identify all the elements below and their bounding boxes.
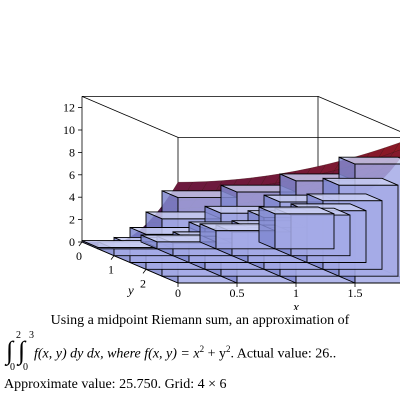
riemann-box bbox=[81, 239, 158, 250]
z-tick-label: 6 bbox=[69, 168, 75, 182]
y-tick-label: 0 bbox=[76, 249, 82, 263]
z-tick-label: 4 bbox=[69, 190, 75, 204]
z-tick-label: 8 bbox=[69, 145, 75, 159]
riemann-boxes bbox=[81, 156, 400, 284]
z-tick-label: 0 bbox=[69, 235, 75, 249]
z-tick-label: 2 bbox=[69, 213, 75, 227]
box-face bbox=[322, 177, 399, 186]
x-tick-label: 1 bbox=[293, 286, 299, 300]
y-tick-mark bbox=[78, 241, 83, 247]
x-tick-label: 0.5 bbox=[230, 286, 245, 300]
inner-lower-limit: 0 bbox=[23, 362, 28, 373]
caption-line-3: Approximate value: 25.750. Grid: 4 × 6 bbox=[4, 377, 227, 392]
x-axis-label: x bbox=[292, 299, 299, 310]
y-tick-mark bbox=[142, 269, 147, 274]
inner-integral-sign: ∫ bbox=[18, 336, 26, 365]
y-tick-label: 2 bbox=[140, 276, 146, 290]
frame-edge bbox=[81, 96, 179, 138]
z-tick-label: 12 bbox=[63, 101, 75, 115]
y-axis-label: y bbox=[126, 283, 134, 298]
box-face bbox=[274, 213, 335, 250]
z-tick-label: 10 bbox=[63, 123, 75, 137]
caption-line-1: Using a midpoint Riemann sum, an approxi… bbox=[50, 313, 350, 328]
outer-upper-limit: 2 bbox=[16, 330, 21, 341]
frame-edge bbox=[317, 96, 400, 132]
x-tick-label: 1.5 bbox=[348, 286, 363, 300]
box-face bbox=[338, 156, 400, 165]
outer-lower-limit: 0 bbox=[10, 362, 15, 373]
box-face bbox=[306, 193, 383, 202]
y-tick-label: 1 bbox=[108, 263, 114, 277]
integral-expression: f(x, y) dy dx, where f(x, y) = x2 + y2. … bbox=[34, 344, 337, 362]
box-face bbox=[258, 206, 335, 215]
y-tick-mark bbox=[110, 255, 115, 260]
outer-integral-sign: ∫ bbox=[6, 336, 14, 365]
x-tick-label: 0 bbox=[175, 286, 181, 300]
riemann-box bbox=[258, 206, 335, 250]
riemann-box bbox=[140, 234, 217, 250]
caption-line-2: ∫ 2 0 ∫ 3 0 f(x, y) dy dx, where f(x, y)… bbox=[4, 330, 400, 373]
inner-upper-limit: 3 bbox=[29, 330, 34, 341]
